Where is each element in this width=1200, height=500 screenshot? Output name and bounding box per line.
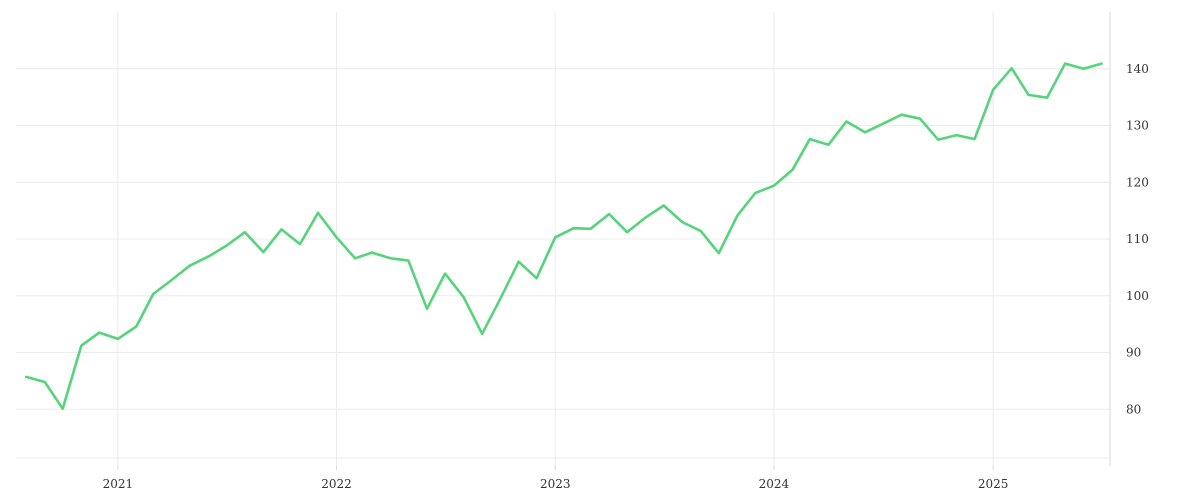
y-tick-label-130: 130: [1126, 119, 1149, 133]
axes: [117, 12, 1111, 470]
y-tick-label-80: 80: [1126, 402, 1141, 416]
x-tick-label-2024: 2024: [759, 477, 790, 491]
y-tick-label-100: 100: [1126, 289, 1149, 303]
grid: [16, 12, 1110, 466]
y-tick-label-90: 90: [1126, 346, 1141, 360]
series-layer: [24, 62, 1103, 411]
x-tick-label-2022: 2022: [321, 477, 352, 491]
y-tick-label-120: 120: [1126, 175, 1149, 189]
tick-labels: 80 90 100 110 120 130 140 2021 2022 2023 2024 2025: [103, 62, 1149, 491]
x-tick-label-2025: 2025: [978, 477, 1009, 491]
y-tick-label-110: 110: [1126, 232, 1149, 246]
x-tick-label-2023: 2023: [540, 477, 571, 491]
y-tick-label-140: 140: [1126, 62, 1149, 76]
x-tick-label-2021: 2021: [103, 477, 134, 491]
series-line-0: [24, 62, 1103, 411]
